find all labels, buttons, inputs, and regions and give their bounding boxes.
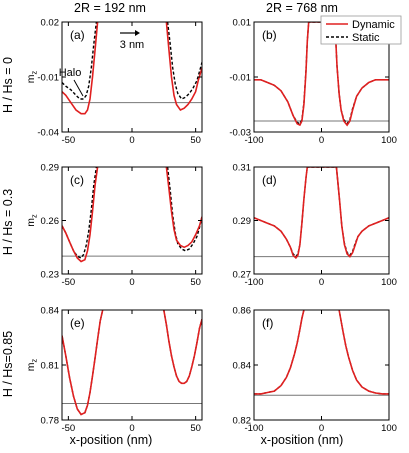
panel-c-y-axis-label: mz (25, 214, 39, 227)
panel-b-xtick-label: 0 (319, 135, 324, 146)
panel-a: -50 0 50 0.02 -0.01 -0.04 (a) mz (25, 18, 203, 146)
legend: Dynamic Static (320, 15, 402, 45)
panel-e-xtick-label: 0 (129, 423, 134, 434)
panel-b-series-dynamic (254, 22, 389, 127)
panel-b-label: (b) (262, 28, 277, 42)
panel-b-xtick-label: 100 (381, 135, 397, 146)
halo-annotation: Halo (59, 67, 84, 97)
panel-f-xtick-label: 0 (319, 423, 324, 434)
panel-f-series-dynamic (254, 310, 389, 395)
panel-e-xtick-label: 50 (190, 423, 201, 434)
legend-dynamic-label: Dynamic (352, 19, 395, 31)
panel-f: -100 0 100 0.86 0.84 0.82 (f) (233, 306, 397, 435)
panel-a-xtick-label: 0 (129, 135, 134, 146)
panel-e-xtick-label: -50 (61, 423, 75, 434)
halo-arrow (73, 79, 84, 97)
panel-f-frame (253, 309, 390, 421)
row-title-3: H / Hs=0.85 (1, 331, 15, 397)
x-axis-label-right: x-position (nm) (261, 433, 344, 447)
panel-e-y-axis-label: mz (25, 359, 39, 372)
panel-c-ytick-label: 0.26 (41, 216, 60, 227)
panel-a-series-dynamic (62, 22, 202, 115)
scale-annotation: 3 nm (120, 30, 144, 51)
panel-e: -50 0 50 0.84 0.81 0.78 (e) mz (25, 306, 203, 434)
panel-f-ytick-label: 0.82 (233, 416, 252, 427)
column-title-left: 2R = 192 nm (74, 1, 146, 15)
scale-arrowhead (135, 30, 140, 36)
panel-e-label: (e) (70, 316, 85, 330)
scale-label: 3 nm (120, 39, 144, 51)
halo-label: Halo (59, 67, 82, 79)
panel-a-y-axis-label: mz (25, 71, 39, 84)
panel-f-ytick-label: 0.84 (233, 361, 252, 372)
row-title-2: H / Hs = 0.3 (1, 189, 15, 255)
panel-c-series-dynamic (62, 167, 202, 263)
panel-a-xtick-label: 50 (190, 135, 201, 146)
panel-d-series-dynamic (254, 167, 389, 260)
row-title-1: H / Hs = 0 (1, 57, 15, 113)
panel-d: -100 0 100 0.31 0.29 0.27 (d) (233, 163, 397, 289)
panel-d-xtick-label: -100 (244, 277, 263, 288)
panel-d-label: (d) (262, 173, 277, 187)
panels-layer: -50 0 50 0.02 -0.01 -0.04 (a) mz -100 0 100 0.01 -0.… (25, 18, 397, 435)
panel-e-series-dynamic (62, 310, 202, 416)
panel-d-xtick-label: 0 (319, 277, 324, 288)
panel-d-ytick-label: 0.27 (233, 270, 252, 281)
panel-b-xtick-label: -100 (244, 135, 263, 146)
panel-c-xtick-label: -50 (61, 277, 75, 288)
panel-f-ytick-label: 0.86 (233, 306, 252, 317)
panel-f-xtick-label: -100 (244, 423, 263, 434)
panel-b-ytick-label: -0.01 (229, 73, 251, 84)
legend-box (320, 15, 402, 45)
panel-f-xtick-label: 100 (381, 423, 397, 434)
panel-e-ytick-label: 0.84 (41, 306, 60, 317)
panel-b-ytick-label: 0.01 (233, 18, 252, 29)
legend-static-label: Static (352, 32, 380, 44)
panel-c-ytick-label: 0.23 (41, 270, 60, 281)
panel-d-ytick-label: 0.29 (233, 216, 252, 227)
panel-f-label: (f) (262, 316, 273, 330)
panel-c-xtick-label: 50 (190, 277, 201, 288)
panel-a-ytick-label: 0.02 (41, 18, 60, 29)
x-axis-label-left: x-position (nm) (70, 433, 153, 447)
panel-d-xtick-label: 100 (381, 277, 397, 288)
panel-b-ytick-label: -0.03 (229, 128, 251, 139)
panel-b: -100 0 100 0.01 -0.01 -0.03 (b) (229, 18, 397, 147)
panel-c: -50 0 50 0.29 0.26 0.23 (c) mz (25, 163, 203, 288)
panel-a-xtick-label: -50 (61, 135, 75, 146)
panel-e-ytick-label: 0.81 (41, 361, 60, 372)
panel-f-series-static (254, 310, 389, 395)
panel-c-xtick-label: 0 (129, 277, 134, 288)
panel-c-label: (c) (70, 173, 84, 187)
panel-a-ytick-label: -0.04 (37, 128, 59, 139)
panel-c-ytick-label: 0.29 (41, 163, 60, 174)
panel-a-ytick-label: -0.01 (37, 73, 59, 84)
panel-a-label: (a) (70, 28, 85, 42)
panel-a-series-static (62, 22, 202, 100)
column-title-right: 2R = 768 nm (266, 1, 338, 15)
panel-d-ytick-label: 0.31 (233, 163, 252, 174)
panel-e-ytick-label: 0.78 (41, 416, 60, 427)
